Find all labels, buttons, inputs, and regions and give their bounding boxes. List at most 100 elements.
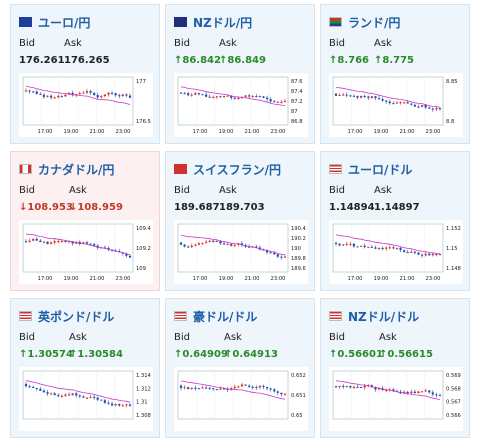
rate-card-nzdusd[interactable]: NZドル/ドル Bid Ask ↑0.56601 ↑0.56615 0.569 0… [320, 298, 470, 438]
candle-body [107, 247, 110, 250]
candle-body [356, 386, 359, 388]
candle-body [50, 95, 53, 98]
candle-body [370, 246, 373, 248]
rate-card-cadjpy[interactable]: カナダドル/円 Bid Ask ↓108.953 ↓108.959 109.4 1… [10, 151, 160, 291]
bid-value: ↑0.56601 [329, 349, 383, 360]
candle-body [269, 388, 272, 390]
candle-body [251, 96, 254, 98]
candle-body [107, 402, 110, 404]
candle-body [32, 239, 35, 241]
candle-body [64, 241, 67, 243]
candle-body [100, 399, 103, 401]
price-chart[interactable]: 190.4 190.2 190 189.8 189.6 17:00 19:00 21:00 23… [174, 220, 308, 284]
candle-body [334, 386, 338, 388]
card-title-text: ユーロ/ドル [348, 162, 413, 177]
y-tick-label: 86.8 [291, 119, 303, 125]
ask-value: ↑86.849 [219, 55, 266, 66]
candle-body [420, 254, 424, 256]
candle-body [424, 105, 427, 108]
candle-body [381, 99, 384, 101]
candle-body [226, 388, 229, 390]
candle-body [208, 387, 211, 389]
rate-card-eurusd[interactable]: ユーロ/ドル Bid Ask 1.14894 1.14897 1.152 1.15… [320, 151, 470, 291]
candle-body [128, 95, 132, 98]
candlestick-chart: 87.6 87.4 87.2 87 86.8 17:00 19:00 21:00 23:00 [177, 76, 303, 135]
candle-body [424, 390, 427, 392]
price-chart[interactable]: 87.6 87.4 87.2 87 86.8 17:00 19:00 21:00 23:00 [174, 73, 308, 137]
bid-value: 1.14894 [329, 202, 375, 213]
candle-body [377, 247, 381, 249]
candle-body [413, 104, 416, 107]
card-title[interactable]: 豪ドル/ドル [174, 308, 257, 324]
x-tick-label: 21:00 [245, 129, 260, 135]
y-tick-label: 87 [291, 109, 298, 115]
rate-card-eurjpy[interactable]: ユーロ/円 Bid Ask 176.261 176.265 177 176.5 17… [10, 4, 160, 144]
candle-body [283, 256, 287, 258]
candle-body [75, 393, 78, 396]
bid-label: Bid [174, 185, 190, 196]
candle-body [258, 385, 261, 388]
candle-body [428, 390, 431, 393]
candle-body [57, 395, 60, 397]
za-flag-icon [329, 17, 342, 27]
candle-body [28, 90, 31, 92]
bid-value: ↓108.953 [19, 202, 73, 213]
us-flag-icon [329, 311, 342, 321]
candle-body [431, 392, 434, 395]
price-chart[interactable]: 1.152 1.15 1.148 17:00 19:00 21:00 23:00 [329, 220, 463, 284]
y-tick-label: 176.5 [136, 119, 151, 125]
candle-body [403, 250, 406, 253]
card-title[interactable]: 英ポンド/ドル [19, 308, 114, 324]
candle-body [352, 243, 356, 247]
bid-label: Bid [19, 332, 35, 343]
card-title[interactable]: ランド/円 [329, 14, 400, 30]
card-title[interactable]: カナダドル/円 [19, 161, 114, 177]
rate-card-audusd[interactable]: 豪ドル/ドル Bid Ask ↑0.64909 ↑0.64913 0.652 0.… [165, 298, 315, 438]
rate-card-zarjpy[interactable]: ランド/円 Bid Ask ↑8.766 ↑8.775 8.85 8.8 17:00… [320, 4, 470, 144]
x-tick-label: 23:00 [271, 276, 286, 282]
candle-body [194, 244, 197, 246]
candle-body [85, 242, 89, 244]
x-tick-label: 17:00 [193, 129, 208, 135]
y-tick-label: 1.152 [446, 226, 461, 232]
rate-card-gbpusd[interactable]: 英ポンド/ドル Bid Ask ↑1.30574 ↑1.30584 1.314 1… [10, 298, 160, 438]
us-flag-icon [329, 164, 342, 174]
price-chart[interactable]: 0.652 0.651 0.65 [174, 367, 308, 431]
price-chart[interactable]: 0.569 0.568 0.567 0.566 [329, 367, 463, 431]
card-title[interactable]: NZドル/円 [174, 14, 252, 30]
y-tick-label: 0.569 [446, 373, 461, 379]
candle-body [28, 240, 31, 242]
x-tick-label: 23:00 [426, 129, 441, 135]
candle-body [349, 386, 352, 388]
price-chart[interactable]: 109.4 109.2 109 17:00 19:00 21:00 23:00 [19, 220, 153, 284]
price-chart[interactable]: 177 176.5 17:00 19:00 21:00 23:00 [19, 73, 153, 137]
bid-label: Bid [174, 38, 190, 49]
moving-average-line [180, 380, 286, 400]
candle-body [356, 246, 359, 248]
candle-body [190, 387, 193, 390]
candle-body [57, 241, 60, 243]
y-tick-label: 109 [136, 266, 146, 272]
candle-body [269, 99, 272, 102]
card-title[interactable]: ユーロ/円 [19, 14, 90, 30]
rate-card-chfjpy[interactable]: スイスフラン/円 Bid Ask 189.687 189.703 190.4 19… [165, 151, 315, 291]
card-title[interactable]: スイスフラン/円 [174, 161, 281, 177]
price-chart[interactable]: 1.314 1.312 1.31 1.308 [19, 367, 153, 431]
candle-body [75, 241, 78, 244]
candle-body [103, 400, 106, 403]
price-chart[interactable]: 8.85 8.8 17:00 19:00 21:00 23:00 [329, 73, 463, 137]
candle-body [201, 242, 204, 244]
rate-card-nzdjpy[interactable]: NZドル/円 Bid Ask ↑86.842 ↑86.849 87.6 87.4 8… [165, 4, 315, 144]
candle-body [370, 96, 373, 98]
candle-body [395, 102, 399, 104]
card-title[interactable]: NZドル/ドル [329, 308, 419, 324]
y-tick-label: 8.85 [446, 79, 458, 85]
candle-body [342, 244, 345, 246]
ask-value: ↑8.775 [374, 55, 415, 66]
candle-body [262, 96, 265, 98]
card-title[interactable]: ユーロ/ドル [329, 161, 412, 177]
y-tick-label: 190.2 [291, 236, 306, 242]
y-tick-label: 87.2 [291, 99, 303, 105]
candle-body [197, 93, 201, 95]
candle-body [50, 242, 53, 245]
